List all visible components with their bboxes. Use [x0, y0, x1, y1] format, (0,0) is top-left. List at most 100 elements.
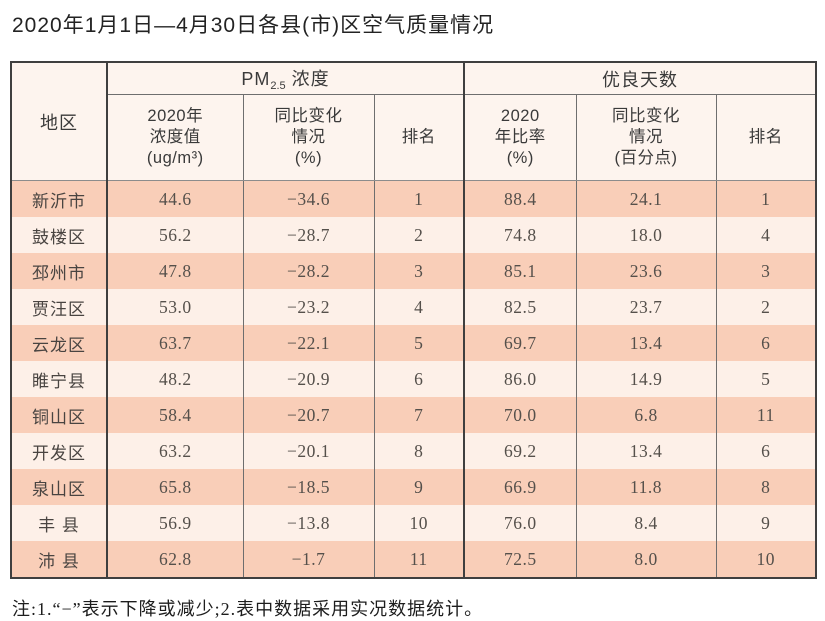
table-row: 新沂市 44.6 −34.6 1 88.4 24.1 1: [11, 180, 817, 217]
cell-pm-value: 62.8: [106, 541, 243, 578]
cell-pm-rank: 3: [373, 253, 465, 289]
cell-region: 泉山区: [11, 469, 107, 505]
cell-good-rank: 11: [715, 397, 817, 433]
cell-region: 开发区: [11, 433, 107, 469]
cell-region: 新沂市: [11, 180, 107, 217]
cell-pm-value: 56.9: [106, 505, 243, 541]
header-group-pm25: PM2.5 浓度: [105, 62, 465, 95]
cell-good-ratio: 72.5: [463, 541, 577, 578]
cell-pm-value: 63.7: [106, 325, 243, 361]
cell-good-ratio: 70.0: [463, 397, 577, 433]
cell-pm-change: −18.5: [242, 469, 374, 505]
cell-good-rank: 9: [715, 505, 817, 541]
table-row: 开发区 63.2 −20.1 8 69.2 13.4 6: [11, 433, 817, 469]
header-good-change: 同比变化 情况 (百分点): [575, 94, 717, 181]
header-group-good-days: 优良天数: [463, 62, 817, 95]
header-good-ratio: 2020 年比率 (%): [463, 94, 577, 181]
table-row: 丰 县 56.9 −13.8 10 76.0 8.4 9: [11, 505, 817, 541]
cell-pm-value: 44.6: [106, 180, 243, 217]
cell-region: 铜山区: [11, 397, 107, 433]
air-quality-table: 地区 PM2.5 浓度 优良天数 2020年 浓度值 (ug/m³) 同比变化 …: [10, 61, 818, 579]
table-row: 铜山区 58.4 −20.7 7 70.0 6.8 11: [11, 397, 817, 433]
cell-good-rank: 3: [715, 253, 817, 289]
cell-good-change: 24.1: [575, 180, 717, 217]
cell-pm-rank: 4: [373, 289, 465, 325]
cell-good-change: 23.7: [575, 289, 717, 325]
cell-good-rank: 6: [715, 325, 817, 361]
pm25-label-suffix: 浓度: [285, 69, 330, 89]
cell-good-change: 13.4: [575, 433, 717, 469]
header-pm-change: 同比变化 情况 (%): [242, 94, 374, 181]
cell-pm-value: 53.0: [106, 289, 243, 325]
cell-good-ratio: 82.5: [463, 289, 577, 325]
cell-good-ratio: 88.4: [463, 180, 577, 217]
cell-pm-rank: 9: [373, 469, 465, 505]
cell-pm-value: 48.2: [106, 361, 243, 397]
cell-pm-change: −1.7: [242, 541, 374, 578]
cell-pm-value: 58.4: [106, 397, 243, 433]
header-region: 地区: [11, 62, 107, 181]
cell-good-change: 18.0: [575, 217, 717, 253]
table-row: 泉山区 65.8 −18.5 9 66.9 11.8 8: [11, 469, 817, 505]
cell-region: 云龙区: [11, 325, 107, 361]
cell-good-change: 8.4: [575, 505, 717, 541]
cell-good-ratio: 74.8: [463, 217, 577, 253]
cell-pm-change: −28.7: [242, 217, 374, 253]
table-row: 贾汪区 53.0 −23.2 4 82.5 23.7 2: [11, 289, 817, 325]
cell-pm-rank: 2: [373, 217, 465, 253]
cell-pm-rank: 11: [373, 541, 465, 578]
pm25-label-subscript: 2.5: [270, 80, 286, 92]
cell-pm-rank: 7: [373, 397, 465, 433]
cell-region: 沛 县: [11, 541, 107, 578]
table-row: 沛 县 62.8 −1.7 11 72.5 8.0 10: [11, 541, 817, 578]
cell-pm-change: −20.7: [242, 397, 374, 433]
cell-pm-rank: 8: [373, 433, 465, 469]
cell-good-rank: 10: [715, 541, 817, 578]
cell-good-ratio: 69.2: [463, 433, 577, 469]
table-body: 新沂市 44.6 −34.6 1 88.4 24.1 1 鼓楼区 56.2 −2…: [11, 180, 817, 578]
cell-good-change: 13.4: [575, 325, 717, 361]
cell-pm-value: 56.2: [106, 217, 243, 253]
cell-pm-change: −22.1: [242, 325, 374, 361]
header-pm-rank: 排名: [373, 94, 465, 181]
footnote: 注:1.“−”表示下降或减少;2.表中数据采用实况数据统计。: [12, 599, 484, 619]
cell-region: 鼓楼区: [11, 217, 107, 253]
pm25-label-prefix: PM: [241, 69, 271, 89]
table-header: 地区 PM2.5 浓度 优良天数 2020年 浓度值 (ug/m³) 同比变化 …: [11, 62, 817, 181]
cell-good-change: 8.0: [575, 541, 717, 578]
cell-pm-value: 47.8: [106, 253, 243, 289]
cell-region: 邳州市: [11, 253, 107, 289]
cell-region: 丰 县: [11, 505, 107, 541]
header-good-rank: 排名: [715, 94, 817, 181]
cell-good-ratio: 86.0: [463, 361, 577, 397]
table-row: 鼓楼区 56.2 −28.7 2 74.8 18.0 4: [11, 217, 817, 253]
cell-pm-rank: 1: [373, 180, 465, 217]
cell-pm-change: −23.2: [242, 289, 374, 325]
cell-good-rank: 8: [715, 469, 817, 505]
cell-pm-change: −28.2: [242, 253, 374, 289]
table-row: 云龙区 63.7 −22.1 5 69.7 13.4 6: [11, 325, 817, 361]
cell-region: 贾汪区: [11, 289, 107, 325]
cell-pm-rank: 5: [373, 325, 465, 361]
cell-good-rank: 2: [715, 289, 817, 325]
cell-good-change: 14.9: [575, 361, 717, 397]
header-pm-value: 2020年 浓度值 (ug/m³): [106, 94, 243, 181]
cell-good-rank: 1: [715, 180, 817, 217]
cell-pm-rank: 6: [373, 361, 465, 397]
cell-good-ratio: 85.1: [463, 253, 577, 289]
table-row: 睢宁县 48.2 −20.9 6 86.0 14.9 5: [11, 361, 817, 397]
cell-good-change: 6.8: [575, 397, 717, 433]
cell-good-ratio: 69.7: [463, 325, 577, 361]
cell-good-ratio: 76.0: [463, 505, 577, 541]
table-row: 邳州市 47.8 −28.2 3 85.1 23.6 3: [11, 253, 817, 289]
cell-good-change: 11.8: [575, 469, 717, 505]
cell-pm-change: −20.1: [242, 433, 374, 469]
cell-pm-change: −34.6: [242, 180, 374, 217]
cell-good-rank: 5: [715, 361, 817, 397]
cell-pm-value: 63.2: [106, 433, 243, 469]
cell-good-rank: 4: [715, 217, 817, 253]
cell-pm-change: −20.9: [242, 361, 374, 397]
cell-good-change: 23.6: [575, 253, 717, 289]
cell-pm-change: −13.8: [242, 505, 374, 541]
